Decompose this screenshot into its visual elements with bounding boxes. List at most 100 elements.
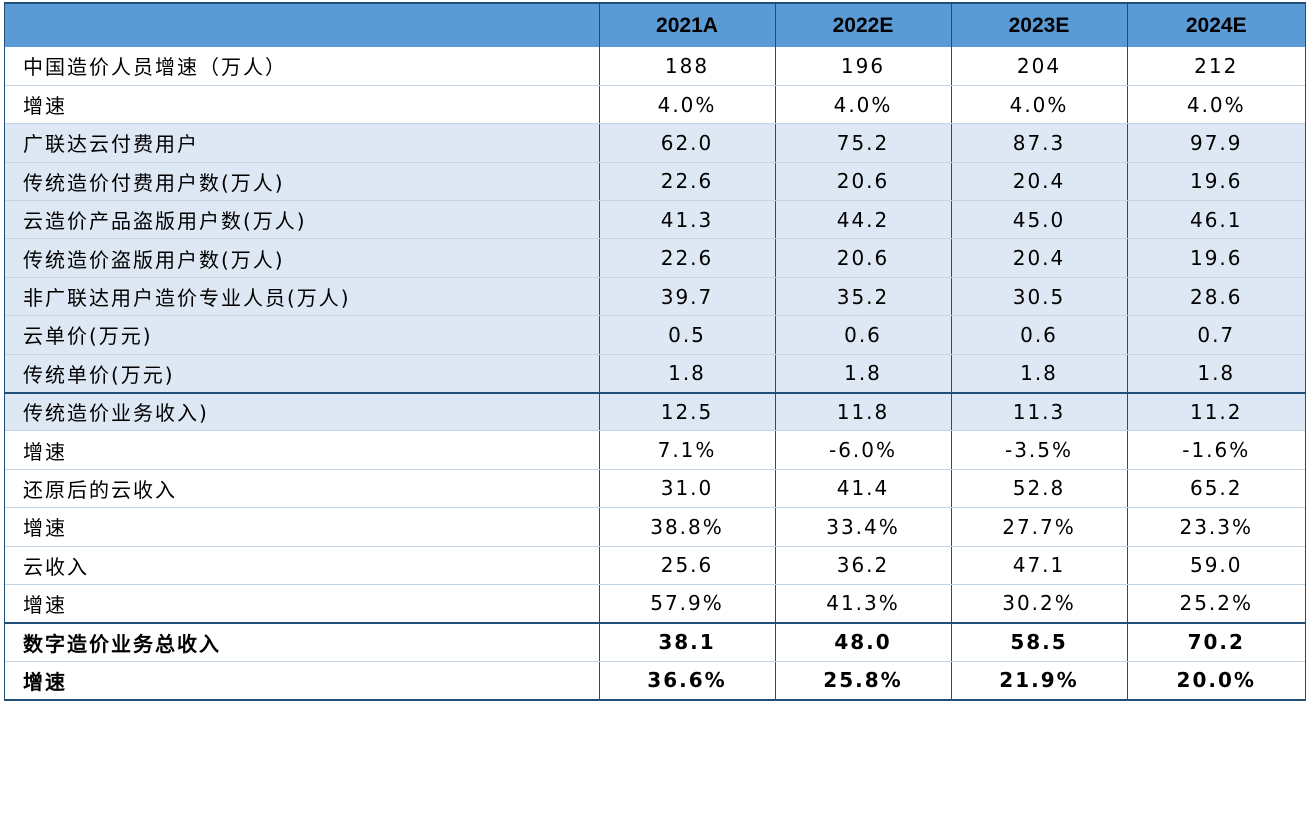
cell-value: 1.8	[1127, 354, 1305, 394]
header-year-2022e: 2022E	[775, 4, 952, 47]
cell-value: 4.0%	[599, 85, 776, 125]
table-row-total-growth: 增速 36.6% 25.8% 21.9% 20.0%	[5, 661, 1305, 701]
cell-value: -6.0%	[775, 430, 952, 470]
row-label: 增速	[5, 584, 600, 624]
row-label: 数字造价业务总收入	[5, 621, 600, 662]
cell-value: 12.5	[599, 391, 776, 432]
forecast-table-container: 2021A 2022E 2023E 2024E 中国造价人员增速（万人） 188…	[4, 2, 1306, 701]
cell-value: 11.2	[1127, 391, 1305, 432]
table-row: 中国造价人员增速（万人） 188 196 204 212	[5, 47, 1305, 86]
cell-value: 196	[775, 47, 952, 86]
table-row: 传统造价付费用户数(万人) 22.6 20.6 20.4 19.6	[5, 162, 1305, 202]
table-row: 增速 4.0% 4.0% 4.0% 4.0%	[5, 85, 1305, 125]
cell-value: 48.0	[775, 621, 952, 662]
cell-value: 33.4%	[775, 507, 952, 547]
cell-value: 20.4	[951, 162, 1128, 202]
cell-value: 25.2%	[1127, 584, 1305, 624]
cell-value: 0.7	[1127, 315, 1305, 355]
cell-value: -3.5%	[951, 430, 1128, 470]
cell-value: 46.1	[1127, 200, 1305, 240]
header-year-2023e: 2023E	[951, 4, 1128, 47]
cell-value: 97.9	[1127, 123, 1305, 163]
cell-value: 19.6	[1127, 238, 1305, 278]
cell-value: 58.5	[951, 621, 1128, 662]
cell-value: 87.3	[951, 123, 1128, 163]
cell-value: 1.8	[599, 354, 776, 394]
cell-value: 20.6	[775, 162, 952, 202]
cell-value: 59.0	[1127, 546, 1305, 585]
cell-value: 27.7%	[951, 507, 1128, 547]
header-label-cell	[5, 4, 600, 47]
table-row: 传统造价盗版用户数(万人) 22.6 20.6 20.4 19.6	[5, 238, 1305, 278]
cell-value: 65.2	[1127, 469, 1305, 509]
cell-value: 11.8	[775, 391, 952, 432]
cell-value: 57.9%	[599, 584, 776, 624]
cell-value: 45.0	[951, 200, 1128, 240]
cell-value: 21.9%	[951, 661, 1128, 701]
table-row-total: 数字造价业务总收入 38.1 48.0 58.5 70.2	[5, 621, 1305, 662]
cell-value: 0.6	[951, 315, 1128, 355]
table-row: 传统造价业务收入) 12.5 11.8 11.3 11.2	[5, 391, 1305, 432]
cell-value: 36.2	[775, 546, 952, 585]
table-row: 云收入 25.6 36.2 47.1 59.0	[5, 546, 1305, 585]
row-label: 广联达云付费用户	[5, 123, 600, 163]
forecast-table: 2021A 2022E 2023E 2024E 中国造价人员增速（万人） 188…	[5, 4, 1305, 701]
cell-value: 38.8%	[599, 507, 776, 547]
row-label: 增速	[5, 430, 600, 470]
cell-value: 30.2%	[951, 584, 1128, 624]
cell-value: 7.1%	[599, 430, 776, 470]
cell-value: 4.0%	[951, 85, 1128, 125]
cell-value: 41.3	[599, 200, 776, 240]
table-row: 广联达云付费用户 62.0 75.2 87.3 97.9	[5, 123, 1305, 163]
cell-value: 188	[599, 47, 776, 86]
cell-value: 1.8	[951, 354, 1128, 394]
cell-value: 0.5	[599, 315, 776, 355]
table-row: 还原后的云收入 31.0 41.4 52.8 65.2	[5, 469, 1305, 509]
table-row: 增速 57.9% 41.3% 30.2% 25.2%	[5, 584, 1305, 624]
row-label: 传统造价业务收入)	[5, 391, 600, 432]
cell-value: 30.5	[951, 277, 1128, 317]
row-label: 传统单价(万元)	[5, 354, 600, 394]
cell-value: 38.1	[599, 621, 776, 662]
cell-value: 4.0%	[1127, 85, 1305, 125]
cell-value: 75.2	[775, 123, 952, 163]
cell-value: 204	[951, 47, 1128, 86]
row-label: 非广联达用户造价专业人员(万人)	[5, 277, 600, 317]
cell-value: 39.7	[599, 277, 776, 317]
cell-value: 52.8	[951, 469, 1128, 509]
cell-value: 41.4	[775, 469, 952, 509]
cell-value: 41.3%	[775, 584, 952, 624]
cell-value: 25.6	[599, 546, 776, 585]
row-label: 云收入	[5, 546, 600, 585]
cell-value: 212	[1127, 47, 1305, 86]
cell-value: 20.4	[951, 238, 1128, 278]
cell-value: 70.2	[1127, 621, 1305, 662]
cell-value: 28.6	[1127, 277, 1305, 317]
cell-value: 47.1	[951, 546, 1128, 585]
cell-value: 20.6	[775, 238, 952, 278]
header-year-2024e: 2024E	[1185, 13, 1247, 37]
row-label: 增速	[5, 507, 600, 547]
header-row: 2021A 2022E 2023E 2024E	[5, 4, 1305, 47]
row-label: 传统造价盗版用户数(万人)	[5, 238, 600, 278]
cell-value: 22.6	[599, 162, 776, 202]
row-label: 还原后的云收入	[5, 469, 600, 509]
cell-value: 23.3%	[1127, 507, 1305, 547]
header-year-2021a: 2021A	[599, 4, 776, 47]
cell-value: -1.6%	[1127, 430, 1305, 470]
row-label: 云单价(万元)	[5, 315, 600, 355]
cell-value: 0.6	[775, 315, 952, 355]
table-row: 云造价产品盗版用户数(万人) 41.3 44.2 45.0 46.1	[5, 200, 1305, 240]
cell-value: 19.6	[1127, 162, 1305, 202]
cell-value: 35.2	[775, 277, 952, 317]
row-label: 中国造价人员增速（万人）	[5, 47, 600, 86]
cell-value: 11.3	[951, 391, 1128, 432]
row-label: 增速	[5, 661, 600, 701]
table-row: 增速 38.8% 33.4% 27.7% 23.3%	[5, 507, 1305, 547]
cell-value: 62.0	[599, 123, 776, 163]
row-label: 传统造价付费用户数(万人)	[5, 162, 600, 202]
cell-value: 1.8	[775, 354, 952, 394]
row-label: 增速	[5, 85, 600, 125]
cell-value: 44.2	[775, 200, 952, 240]
row-label: 云造价产品盗版用户数(万人)	[5, 200, 600, 240]
